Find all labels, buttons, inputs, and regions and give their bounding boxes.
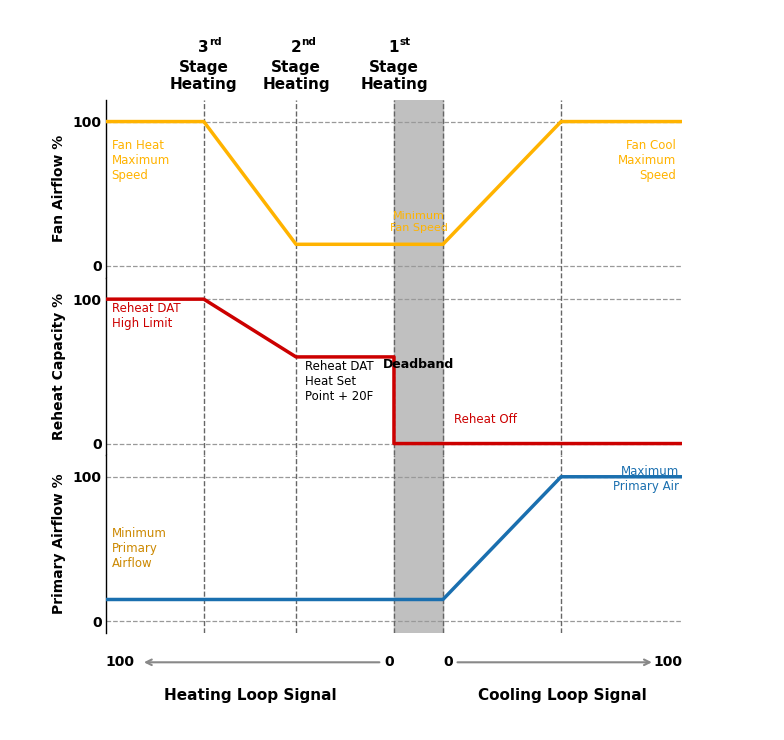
- Text: st: st: [399, 36, 411, 47]
- Text: Deadband: Deadband: [383, 357, 454, 371]
- Text: Minimum
Fan Speed: Minimum Fan Speed: [390, 211, 448, 233]
- Bar: [394, 100, 443, 278]
- Bar: [394, 455, 443, 633]
- Text: 0: 0: [443, 656, 452, 669]
- Text: 0: 0: [384, 656, 394, 669]
- Text: Stage: Stage: [179, 61, 229, 75]
- Y-axis label: Fan Airflow %: Fan Airflow %: [52, 135, 66, 242]
- Text: Fan Heat
Maximum
Speed: Fan Heat Maximum Speed: [111, 139, 170, 182]
- Text: nd: nd: [302, 36, 317, 47]
- Y-axis label: Primary Airflow %: Primary Airflow %: [52, 474, 66, 614]
- Text: rd: rd: [209, 36, 222, 47]
- Text: Stage: Stage: [369, 61, 419, 75]
- Text: Maximum
Primary Air: Maximum Primary Air: [613, 465, 679, 493]
- Text: Stage: Stage: [271, 61, 321, 75]
- Text: Reheat DAT
Heat Set
Point + 20F: Reheat DAT Heat Set Point + 20F: [305, 360, 373, 403]
- Text: 1: 1: [389, 41, 399, 56]
- Text: Heating Loop Signal: Heating Loop Signal: [164, 688, 336, 703]
- Y-axis label: Reheat Capacity %: Reheat Capacity %: [52, 293, 66, 440]
- Text: Fan Cool
Maximum
Speed: Fan Cool Maximum Speed: [618, 139, 677, 182]
- Text: Cooling Loop Signal: Cooling Loop Signal: [478, 688, 647, 703]
- Text: 100: 100: [653, 656, 682, 669]
- Text: Heating: Heating: [262, 78, 330, 92]
- Text: Heating: Heating: [360, 78, 428, 92]
- Text: Heating: Heating: [170, 78, 238, 92]
- Text: Reheat Off: Reheat Off: [455, 413, 517, 426]
- Text: 2: 2: [291, 41, 301, 56]
- Bar: [394, 278, 443, 455]
- Text: 3: 3: [198, 41, 209, 56]
- Text: Minimum
Primary
Airflow: Minimum Primary Airflow: [111, 528, 166, 571]
- Text: Reheat DAT
High Limit: Reheat DAT High Limit: [111, 302, 180, 330]
- Text: 100: 100: [106, 656, 135, 669]
